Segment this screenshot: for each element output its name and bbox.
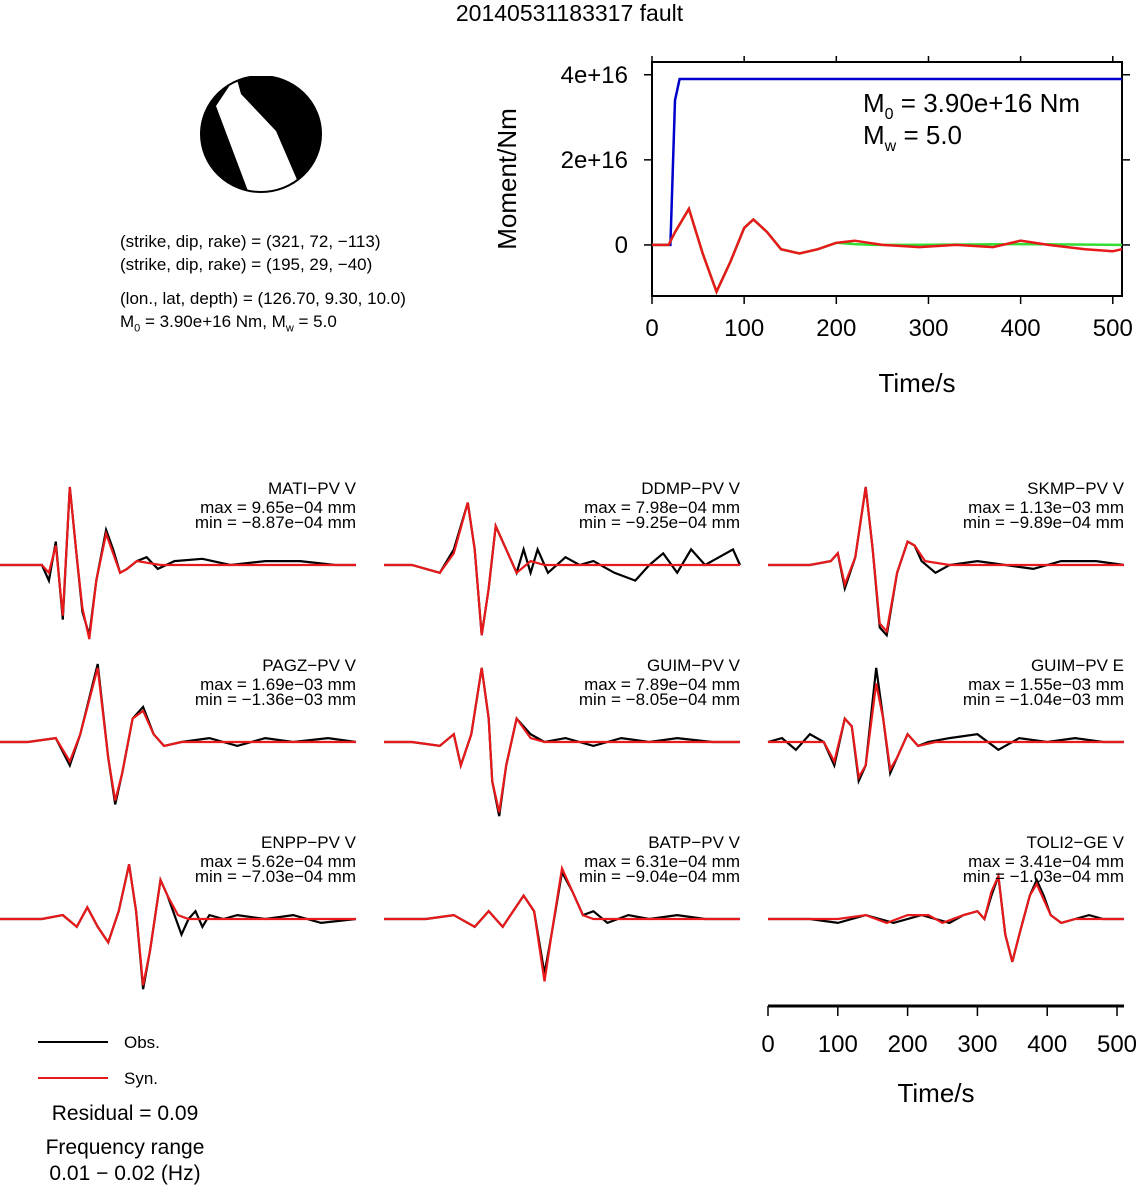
y-tick-label: 0 (615, 232, 628, 259)
station-label: MATI−PV V (268, 479, 357, 498)
page-title: 20140531183317 fault (455, 0, 684, 26)
waveform-x-tick-label: 400 (1027, 1031, 1067, 1058)
frequency-range-label: Frequency range (45, 1136, 205, 1159)
moment-summary: M0 = 3.90e+16 Nm, Mw = 5.0 (120, 312, 337, 335)
x-tick-label: 100 (724, 315, 764, 342)
max-label: max = 1.13e−03 mm (968, 498, 1124, 517)
max-label: max = 1.69e−03 mm (200, 675, 356, 694)
x-tick-label: 300 (908, 315, 948, 342)
waveform-x-tick-label: 0 (761, 1031, 774, 1058)
station-label: DDMP−PV V (641, 479, 740, 498)
max-label: max = 7.98e−04 mm (584, 498, 740, 517)
x-tick-label: 500 (1093, 315, 1133, 342)
y-tick-label: 4e+16 (561, 62, 628, 89)
mechanism-line1: (strike, dip, rake) = (321, 72, −113) (120, 232, 381, 251)
station-label: GUIM−PV E (1031, 656, 1124, 675)
legend-syn-label: Syn. (124, 1069, 159, 1088)
waveform-syn (0, 667, 356, 801)
mechanism-line3: (lon., lat, depth) = (126.70, 9.30, 10.0… (120, 289, 406, 308)
min-label: min = −9.89e−04 mm (963, 513, 1124, 532)
waveform-x-tick-label: 100 (818, 1031, 858, 1058)
max-label: max = 5.62e−04 mm (200, 852, 356, 871)
station-label: SKMP−PV V (1027, 479, 1125, 498)
x-tick-label: 200 (816, 315, 856, 342)
x-axis-label: Time/s (878, 368, 955, 398)
residual-label: Residual = 0.09 (51, 1102, 199, 1125)
x-tick-label: 0 (645, 315, 658, 342)
waveform-x-axis-label: Time/s (897, 1078, 974, 1108)
min-label: min = −8.05e−04 mm (579, 690, 740, 709)
waveform-syn (768, 683, 1124, 781)
frequency-range-value: 0.01 − 0.02 (Hz) (49, 1162, 201, 1185)
annotation-m0: M0 = 3.90e+16 Nm (863, 88, 1080, 123)
max-label: max = 6.31e−04 mm (584, 852, 740, 871)
max-label: max = 1.55e−03 mm (968, 675, 1124, 694)
waveform-x-tick-label: 200 (888, 1031, 928, 1058)
waveform-syn (384, 667, 740, 813)
focal-mechanism-beachball (200, 76, 322, 193)
waveform-syn (768, 872, 1124, 963)
moment-plot-frame (651, 61, 1123, 297)
min-label: min = −7.03e−04 mm (195, 867, 356, 886)
waveform-syn (384, 502, 740, 636)
station-label: PAGZ−PV V (262, 656, 356, 675)
min-label: min = −8.87e−04 mm (195, 513, 356, 532)
waveform-syn (0, 864, 356, 986)
legend-lines (38, 1041, 108, 1079)
x-tick-label: 400 (1001, 315, 1041, 342)
min-label: min = −1.04e−03 mm (963, 690, 1124, 709)
waveform-obs (0, 663, 357, 805)
min-label: min = −9.04e−04 mm (579, 867, 740, 886)
min-label: min = −1.03e−04 mm (963, 867, 1124, 886)
station-label: BATP−PV V (648, 833, 740, 852)
max-label: max = 9.65e−04 mm (200, 498, 356, 517)
y-tick-label: 2e+16 (561, 147, 628, 174)
min-label: min = −9.25e−04 mm (579, 513, 740, 532)
legend-obs-label: Obs. (124, 1033, 160, 1052)
max-label: max = 7.89e−04 mm (584, 675, 740, 694)
station-label: TOLI2−GE V (1027, 833, 1125, 852)
waveform-x-tick-label: 500 (1097, 1031, 1137, 1058)
station-label: GUIM−PV V (647, 656, 741, 675)
y-axis-label: Moment/Nm (492, 108, 522, 250)
waveform-syn (384, 864, 740, 982)
moment-series-2 (652, 205, 1123, 295)
mechanism-line2: (strike, dip, rake) = (195, 29, −40) (120, 255, 373, 274)
waveform-x-tick-label: 300 (957, 1031, 997, 1058)
waveform-syn (768, 486, 1124, 634)
waveform-obs (384, 868, 740, 974)
waveform-syn (0, 486, 356, 640)
max-label: max = 3.41e−04 mm (968, 852, 1124, 871)
min-label: min = −1.36e−03 mm (195, 690, 356, 709)
annotation-mw: Mw = 5.0 (863, 120, 962, 155)
moment-chart: 0 100 200 300 400 500 0 2e+16 4e+16 Time/s Moment/… (492, 56, 1133, 398)
station-label: ENPP−PV V (261, 833, 357, 852)
